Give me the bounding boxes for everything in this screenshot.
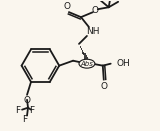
Text: O: O (100, 83, 107, 91)
Text: O: O (64, 2, 71, 11)
Text: NH: NH (86, 26, 100, 36)
Text: F: F (23, 115, 28, 124)
Text: OH: OH (117, 59, 130, 68)
Ellipse shape (79, 59, 95, 68)
Text: Abs: Abs (80, 61, 93, 67)
Text: O: O (24, 96, 31, 105)
Text: F: F (29, 106, 35, 115)
Text: O: O (91, 6, 98, 15)
Text: F: F (16, 106, 21, 115)
